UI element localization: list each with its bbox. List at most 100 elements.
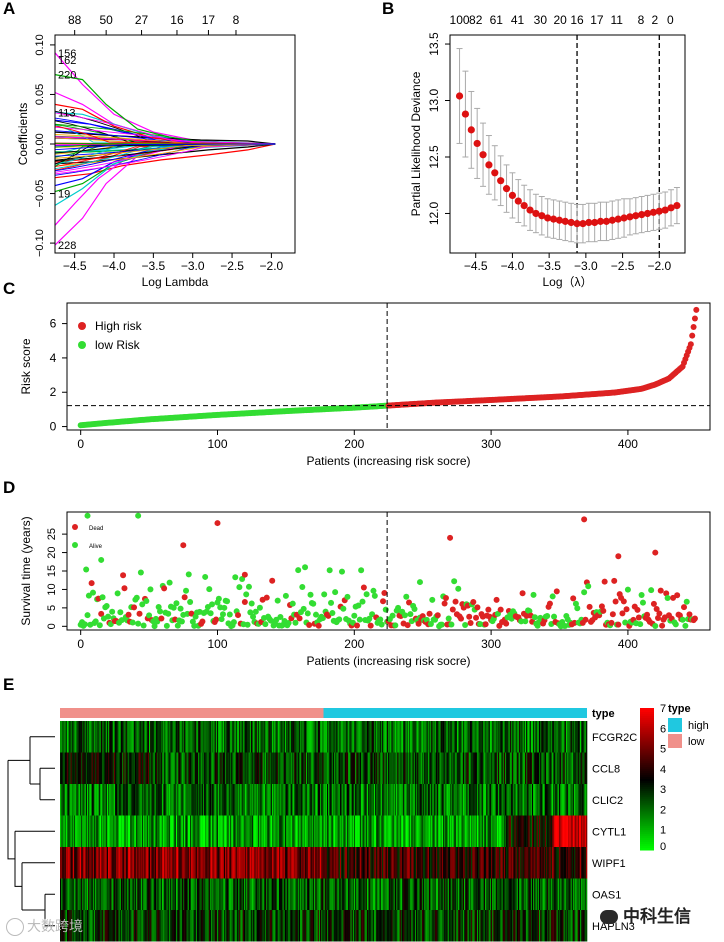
heatmap-cell: [273, 721, 275, 753]
heatmap-cell: [416, 815, 418, 847]
heatmap-cell: [260, 784, 262, 816]
heatmap-cell: [182, 752, 185, 784]
heatmap-cell: [72, 721, 75, 753]
alive-point: [224, 598, 231, 605]
heatmap-cell: [81, 878, 83, 910]
heatmap-cell: [372, 910, 375, 942]
heatmap-cell: [158, 784, 160, 816]
alive-point: [377, 616, 384, 623]
heatmap-cell: [89, 878, 91, 910]
x-tick-label: −2.0: [647, 259, 671, 273]
heatmap-cell: [486, 784, 488, 816]
heatmap-cell: [252, 910, 254, 942]
heatmap-cell: [322, 721, 324, 753]
heatmap-cell: [439, 752, 441, 784]
heatmap-cell: [60, 752, 62, 784]
deviance-point: [620, 214, 628, 222]
y-tick-label: 13.5: [427, 32, 441, 56]
heatmap-cell: [366, 815, 369, 847]
heatmap-cell: [62, 847, 64, 879]
heatmap-cell: [332, 815, 335, 847]
heatmap-cell: [111, 878, 113, 910]
y-tick-label: 4: [50, 351, 57, 365]
heatmap-cell: [223, 910, 226, 942]
heatmap-cell: [315, 784, 317, 816]
heatmap-cell: [132, 815, 135, 847]
heatmap-cell: [177, 815, 179, 847]
heatmap-cell: [385, 784, 388, 816]
heatmap-cell: [346, 752, 349, 784]
heatmap-cell: [568, 910, 570, 942]
heatmap-cell: [417, 910, 419, 942]
heatmap-cell: [373, 878, 376, 910]
heatmap-cell: [223, 721, 226, 753]
heatmap-cell: [111, 847, 113, 879]
heatmap-cell: [468, 752, 471, 784]
heatmap-cell: [130, 721, 132, 753]
heatmap-cell: [438, 721, 440, 753]
heatmap-cell: [583, 815, 585, 847]
legend-low-marker: [78, 341, 86, 349]
heatmap-cell: [475, 847, 478, 879]
heatmap-cell: [365, 752, 368, 784]
heatmap-cell: [562, 752, 564, 784]
heatmap-cell: [531, 784, 534, 816]
heatmap-cell: [565, 878, 568, 910]
alive-point: [438, 621, 445, 628]
heatmap-cell: [65, 721, 68, 753]
heatmap-cell: [353, 721, 356, 753]
alive-point: [247, 609, 254, 616]
heatmap-cell: [62, 815, 64, 847]
heatmap-cell: [581, 752, 583, 784]
heatmap-cell: [65, 815, 68, 847]
deviance-point: [649, 208, 658, 216]
heatmap-cell: [331, 847, 334, 879]
heatmap-cell: [366, 910, 369, 942]
top-tick-label: 8: [638, 13, 645, 27]
heatmap-cell: [391, 721, 393, 753]
path-label: 19: [58, 189, 70, 201]
heatmap-cell: [561, 815, 563, 847]
colorbar-segment: [640, 809, 654, 812]
heatmap-cell: [86, 784, 89, 816]
heatmap-cell: [549, 784, 551, 816]
heatmap-cell: [360, 847, 363, 879]
heatmap-cell: [494, 815, 496, 847]
heatmap-cell: [344, 752, 347, 784]
heatmap-cell: [331, 815, 334, 847]
dead-point: [467, 620, 474, 627]
heatmap-cell: [282, 815, 284, 847]
top-tick-label: 30: [534, 13, 548, 27]
heatmap-cell: [535, 721, 537, 753]
heatmap-cell: [442, 721, 445, 753]
heatmap-cell: [546, 752, 548, 784]
heatmap-cell: [67, 752, 69, 784]
heatmap-cell: [547, 847, 549, 879]
heatmap-cell: [480, 784, 482, 816]
heatmap-cell: [421, 721, 424, 753]
dead-point: [380, 598, 387, 605]
path-label: 156: [58, 48, 76, 60]
high-risk-point: [689, 332, 696, 339]
heatmap-cell: [164, 752, 166, 784]
heatmap-cell: [234, 910, 236, 942]
heatmap-cell: [67, 910, 69, 942]
heatmap-cell: [385, 847, 388, 879]
dead-point: [681, 604, 688, 611]
heatmap-cell: [125, 878, 128, 910]
heatmap-cell: [302, 784, 304, 816]
heatmap-cell: [104, 784, 106, 816]
heatmap-cell: [344, 784, 347, 816]
heatmap-cell: [343, 910, 345, 942]
heatmap-cell: [62, 910, 64, 942]
alive-point: [416, 579, 423, 586]
heatmap-cell: [489, 878, 492, 910]
heatmap-cell: [570, 910, 573, 942]
heatmap-cell: [151, 752, 153, 784]
heatmap-cell: [143, 721, 145, 753]
heatmap-cell: [76, 721, 78, 753]
heatmap-cell: [216, 752, 219, 784]
heatmap-cell: [260, 847, 262, 879]
alive-point: [522, 618, 529, 625]
heatmap-cell: [471, 784, 473, 816]
